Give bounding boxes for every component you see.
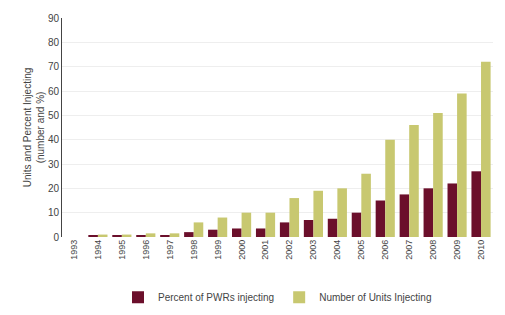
svg-text:2004: 2004 — [332, 240, 342, 260]
svg-text:2006: 2006 — [380, 240, 390, 260]
svg-text:2010: 2010 — [476, 240, 486, 260]
svg-text:1994: 1994 — [93, 240, 103, 260]
svg-text:1993: 1993 — [69, 240, 79, 260]
svg-text:2002: 2002 — [284, 240, 294, 260]
svg-text:2003: 2003 — [308, 240, 318, 260]
svg-text:Number of Units Injecting: Number of Units Injecting — [319, 292, 431, 303]
svg-text:2007: 2007 — [404, 240, 414, 260]
svg-text:60: 60 — [48, 86, 60, 97]
svg-text:Percent of PWRs injecting: Percent of PWRs injecting — [158, 292, 274, 303]
svg-text:0: 0 — [53, 232, 59, 243]
svg-text:2005: 2005 — [356, 240, 366, 260]
svg-text:2001: 2001 — [260, 240, 270, 260]
svg-text:40: 40 — [48, 134, 60, 145]
svg-text:70: 70 — [48, 61, 60, 72]
svg-text:80: 80 — [48, 37, 60, 48]
svg-text:2000: 2000 — [237, 240, 247, 260]
svg-text:50: 50 — [48, 110, 60, 121]
svg-text:1999: 1999 — [213, 240, 223, 260]
svg-text:1998: 1998 — [189, 240, 199, 260]
svg-text:10: 10 — [48, 207, 60, 218]
svg-text:20: 20 — [48, 183, 60, 194]
svg-text:2009: 2009 — [452, 240, 462, 260]
svg-text:1997: 1997 — [165, 240, 175, 260]
svg-text:Units and Percent Injecting(nu: Units and Percent Injecting(number and %… — [22, 68, 46, 188]
svg-text:1996: 1996 — [141, 240, 151, 260]
svg-text:90: 90 — [48, 13, 60, 24]
svg-text:1995: 1995 — [117, 240, 127, 260]
svg-text:30: 30 — [48, 159, 60, 170]
svg-text:2008: 2008 — [428, 240, 438, 260]
